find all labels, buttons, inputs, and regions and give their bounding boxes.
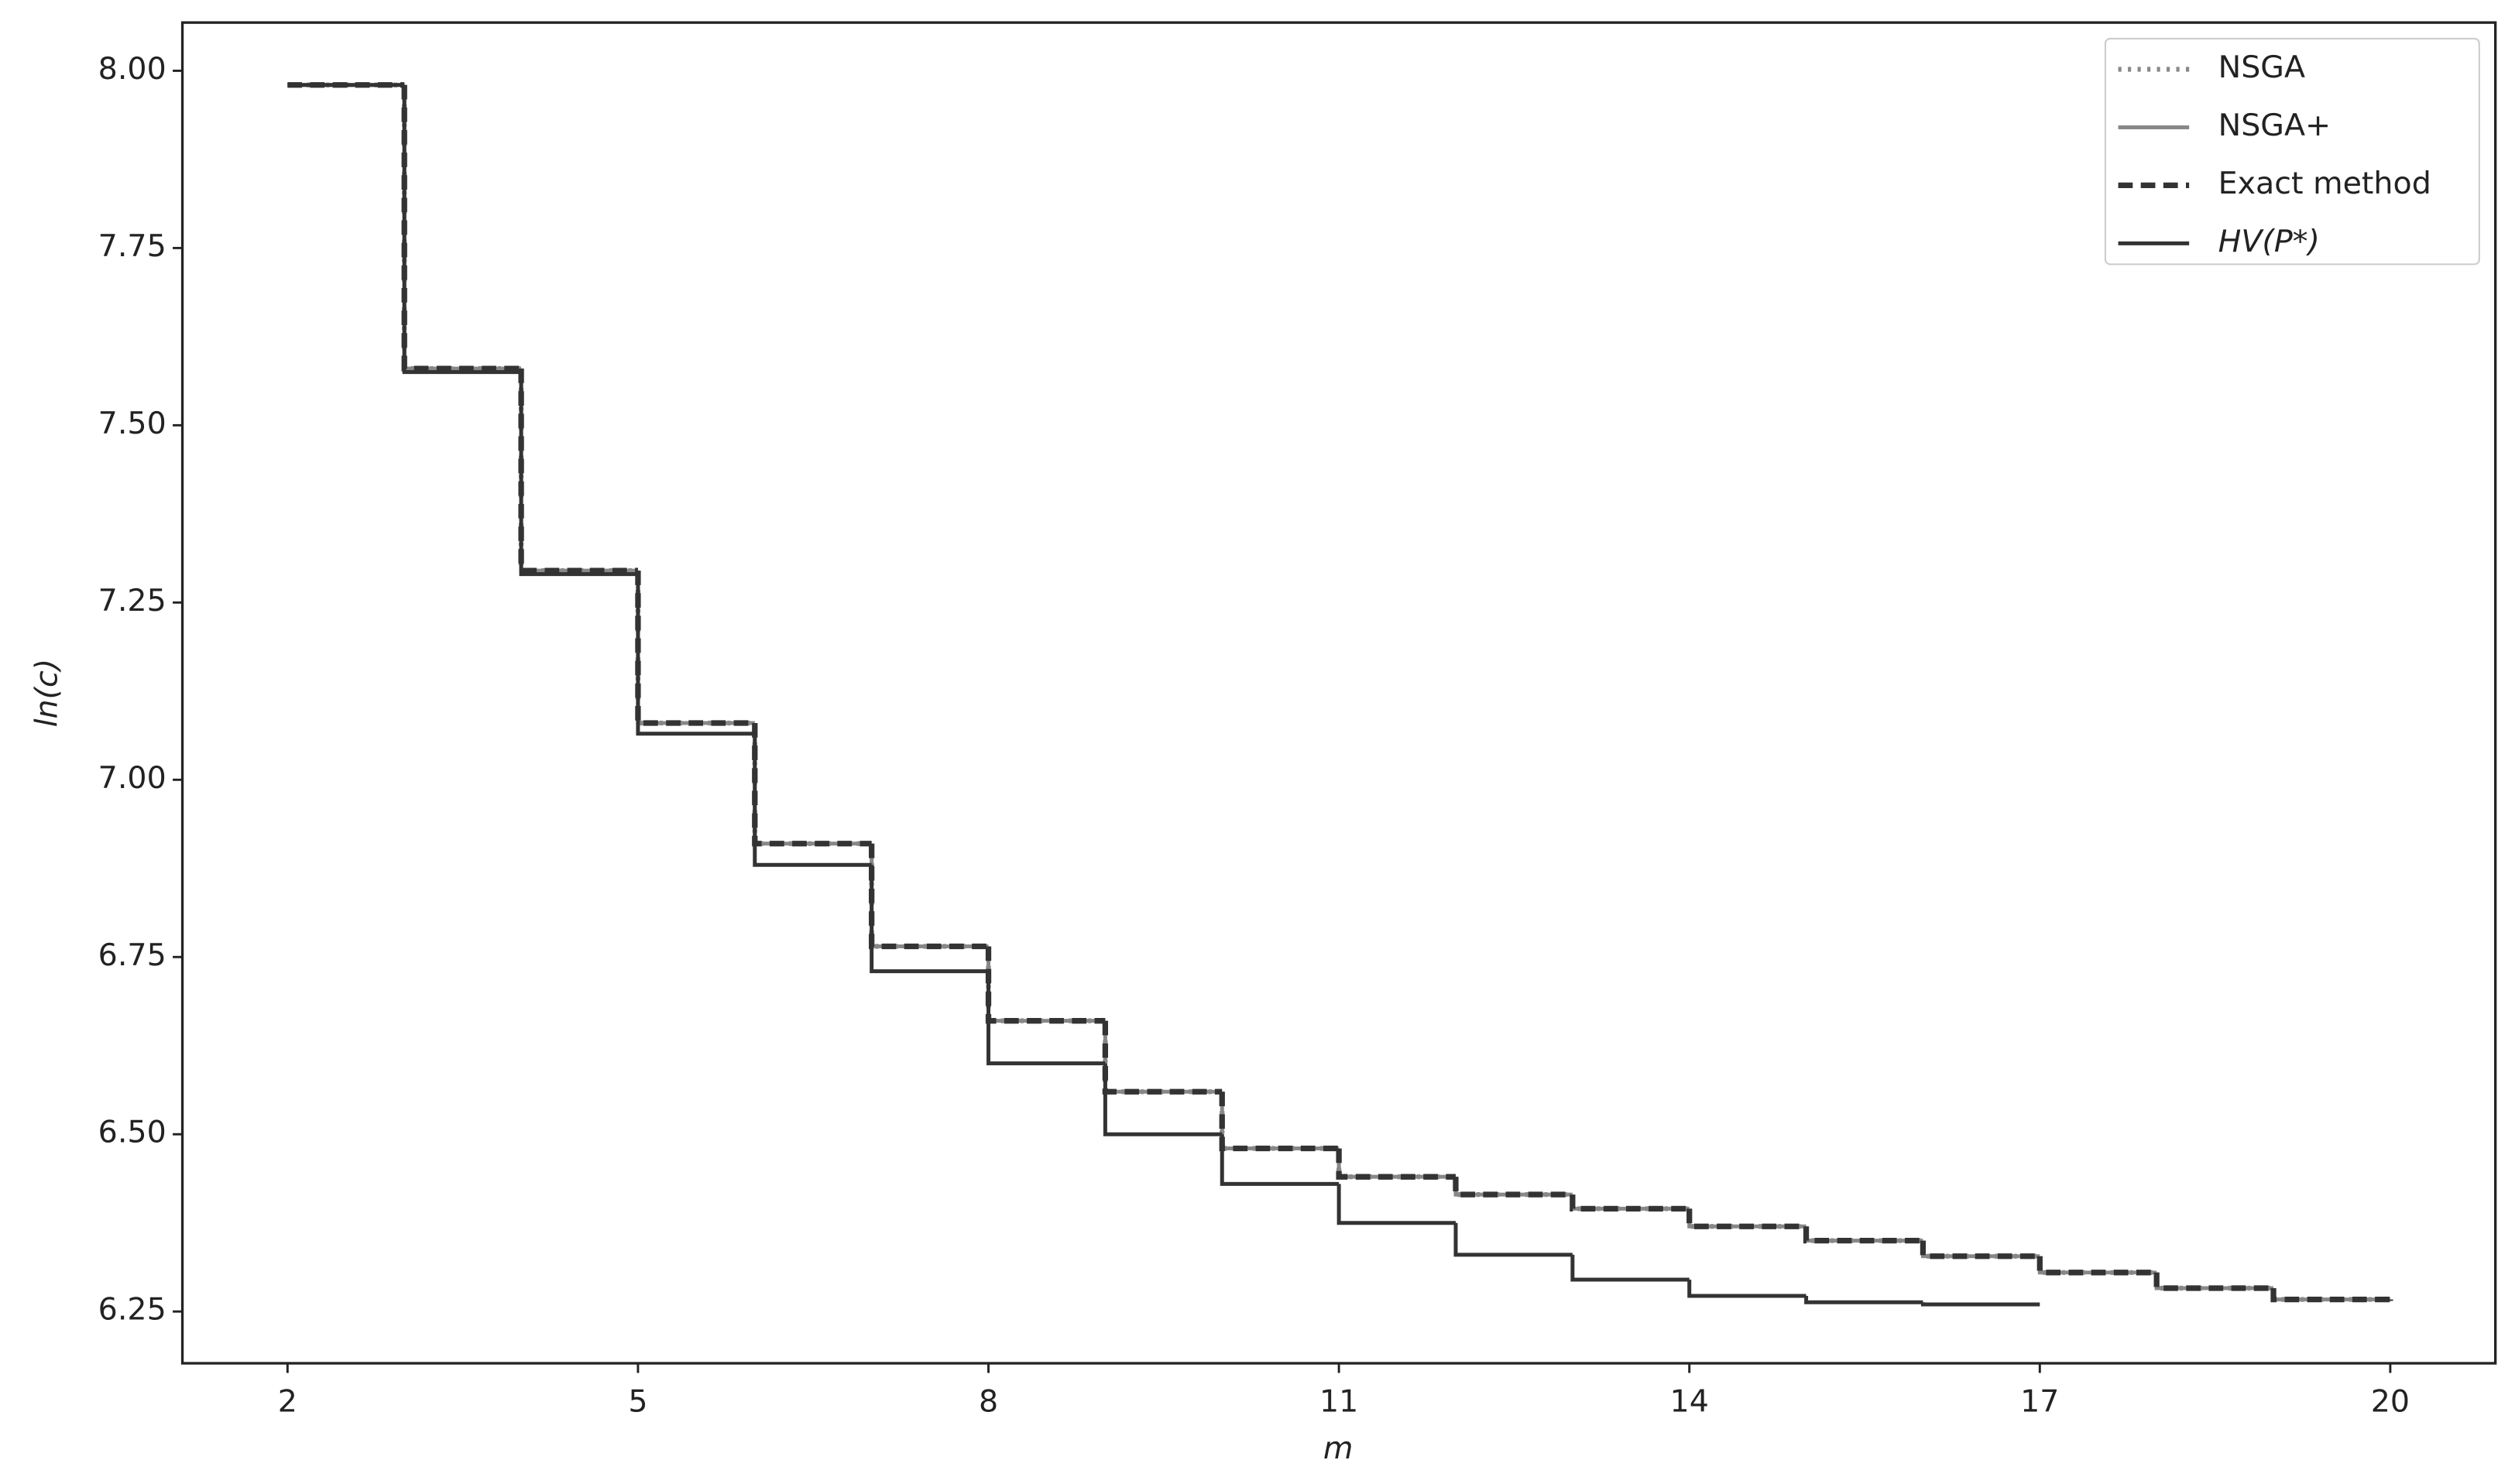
step-segment — [1220, 1092, 1340, 1151]
step-segment — [986, 946, 1106, 1023]
step-segment — [1453, 1177, 1573, 1198]
step-segment — [1220, 1134, 1340, 1186]
step-segment — [1103, 1020, 1223, 1095]
y-tick-label: 7.50 — [98, 406, 166, 441]
step-segment — [1103, 1063, 1223, 1136]
step-segment — [986, 946, 1106, 1023]
step-segment — [635, 571, 755, 726]
step-segment — [1220, 1092, 1340, 1151]
step-segment — [1570, 1194, 1690, 1212]
y-tick-label: 7.25 — [98, 583, 166, 619]
step-segment — [870, 865, 989, 974]
x-axis-label: m — [1323, 1431, 1354, 1466]
legend-label: NSGA+ — [2218, 108, 2331, 143]
step-segment — [1570, 1254, 1690, 1282]
step-segment — [402, 84, 522, 375]
y-tick-label: 6.50 — [98, 1115, 166, 1150]
step-segment — [402, 84, 522, 372]
x-tick-label: 17 — [2020, 1384, 2059, 1420]
x-tick-label: 20 — [2371, 1384, 2410, 1420]
step-segment — [752, 723, 872, 847]
step-segment — [869, 843, 989, 949]
step-segment — [752, 723, 872, 846]
step-segment — [1336, 1148, 1456, 1179]
step-segment — [1803, 1226, 1923, 1244]
step-segment — [1102, 1020, 1223, 1095]
step-segment — [753, 733, 872, 867]
y-tick-label: 6.75 — [98, 937, 166, 973]
step-segment — [519, 372, 638, 577]
step-segment — [986, 971, 1106, 1066]
y-tick-label: 7.00 — [98, 760, 166, 796]
step-segment — [518, 368, 638, 574]
legend-label: HV(P*) — [2218, 224, 2320, 259]
step-segment — [985, 946, 1106, 1024]
step-segment — [869, 843, 989, 950]
step-segment — [636, 571, 755, 725]
legend-label: NSGA — [2218, 50, 2305, 85]
step-segment — [1219, 1092, 1340, 1152]
step-segment — [1687, 1279, 1806, 1298]
step-segment — [753, 723, 872, 846]
step-segment — [2270, 1287, 2390, 1303]
step-segment — [1453, 1222, 1573, 1257]
step-segment — [1686, 1208, 1806, 1229]
step-segment — [636, 574, 755, 736]
step-segment — [519, 368, 638, 573]
x-tick-label: 14 — [1670, 1384, 1709, 1420]
legend-label: Exact method — [2218, 166, 2431, 201]
step-segment — [635, 571, 755, 726]
step-segment — [1920, 1302, 2040, 1307]
step-segment — [1103, 1020, 1223, 1094]
y-tick-label: 7.75 — [98, 228, 166, 264]
y-tick-label: 8.00 — [98, 51, 166, 87]
step-segment — [2036, 1256, 2157, 1276]
step-segment — [518, 368, 638, 574]
step-segment — [1920, 1240, 2040, 1260]
step-segment — [2153, 1272, 2274, 1291]
y-axis-label: ln(c) — [29, 659, 64, 728]
y-tick-label: 6.25 — [98, 1292, 166, 1328]
step-segment — [870, 843, 989, 949]
step-segment — [402, 84, 522, 371]
step-segment — [1804, 1296, 1923, 1304]
x-tick-label: 11 — [1319, 1384, 1358, 1420]
x-tick-label: 5 — [628, 1384, 647, 1420]
step-segment — [401, 84, 522, 372]
legend-box — [2104, 37, 2480, 266]
step-segment — [1336, 1148, 1456, 1180]
x-tick-label: 8 — [979, 1384, 998, 1420]
step-segment — [1336, 1148, 1456, 1180]
x-tick-label: 2 — [278, 1384, 297, 1420]
step-segment — [1336, 1184, 1456, 1225]
